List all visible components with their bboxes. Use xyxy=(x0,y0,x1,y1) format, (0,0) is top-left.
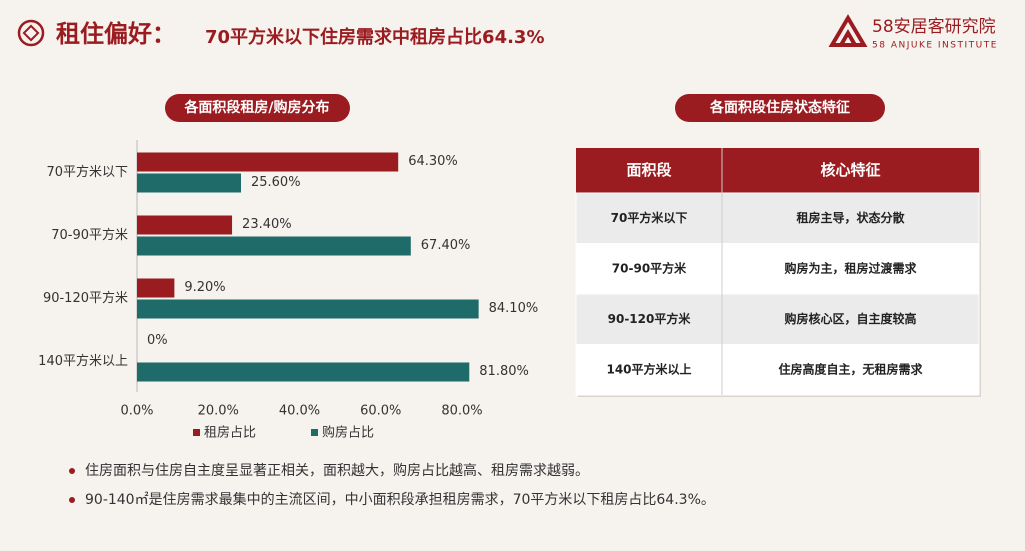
value-label: 81.80% xyxy=(479,364,529,379)
legend-swatch xyxy=(193,429,200,436)
bar xyxy=(137,215,233,235)
table-header xyxy=(576,148,979,193)
slide-subtitle: 70平方米以下住房需求中租房占比64.3% xyxy=(205,26,545,48)
table-row xyxy=(575,293,980,345)
bullet-dot xyxy=(69,497,75,503)
bar xyxy=(137,362,470,382)
title-icon xyxy=(17,19,45,47)
bar xyxy=(137,278,175,298)
table-cell: 70-90平方米 xyxy=(612,260,687,275)
table-row xyxy=(575,243,980,295)
value-label: 23.40% xyxy=(242,217,292,232)
bar xyxy=(137,152,399,172)
x-tick-label: 0.0% xyxy=(120,404,153,419)
y-tick-label: 70平方米以下 xyxy=(46,164,128,180)
y-tick-label: 70-90平方米 xyxy=(51,227,128,243)
logo-mark xyxy=(828,14,868,47)
value-label: 25.60% xyxy=(251,175,301,190)
table-header-cell: 面积段 xyxy=(626,161,671,179)
slide-title: 租住偏好： xyxy=(56,20,176,48)
value-label: 64.30% xyxy=(408,154,458,169)
table-cell: 90-120平方米 xyxy=(608,311,692,326)
logo-en: 58 ANJUKE INSTITUTE xyxy=(872,41,998,51)
table-row xyxy=(575,192,980,244)
chart-title: 各面积段租房/购房分布 xyxy=(183,99,329,116)
table-cell: 购房核心区，自主度较高 xyxy=(784,311,916,326)
bar xyxy=(137,236,411,256)
legend-label: 购房占比 xyxy=(322,425,374,441)
bullet-dot xyxy=(69,468,75,474)
x-tick-label: 60.0% xyxy=(360,404,401,419)
x-tick-label: 80.0% xyxy=(441,404,482,419)
table-cell: 购房为主，租房过渡需求 xyxy=(784,260,917,275)
logo-name: 58安居客研究院 xyxy=(872,17,996,37)
y-tick-label: 90-120平方米 xyxy=(43,290,128,306)
bar xyxy=(137,173,241,193)
x-tick-label: 40.0% xyxy=(279,404,320,419)
table-cell: 租房主导，状态分散 xyxy=(796,210,905,225)
legend-label: 租房占比 xyxy=(204,425,256,441)
table-cell: 140平方米以上 xyxy=(606,361,691,376)
table-title: 各面积段住房状态特征 xyxy=(709,99,850,116)
bullet-text: 住房面积与住房自主度呈显著正相关，面积越大，购房占比越高、租房需求越弱。 xyxy=(85,462,589,479)
table-header-cell: 核心特征 xyxy=(820,161,880,179)
value-label: 84.10% xyxy=(489,301,539,316)
legend-swatch xyxy=(311,429,318,436)
x-tick-label: 20.0% xyxy=(198,404,239,419)
value-label: 0% xyxy=(147,333,168,348)
table-cell: 70平方米以下 xyxy=(611,210,688,225)
title-icon-inner xyxy=(22,24,40,42)
table-row xyxy=(575,344,980,396)
table-title-pill xyxy=(675,94,885,122)
chart-title-pill xyxy=(165,94,350,122)
y-tick-label: 140平方米以上 xyxy=(38,353,128,369)
bullet-text: 90-140㎡是住房需求最集中的主流区间，中小面积段承担租房需求，70平方米以下… xyxy=(85,491,715,508)
bar xyxy=(137,299,479,319)
value-label: 67.40% xyxy=(421,238,471,253)
table-cell: 住房高度自主，无租房需求 xyxy=(778,361,923,376)
value-label: 9.20% xyxy=(184,280,225,295)
